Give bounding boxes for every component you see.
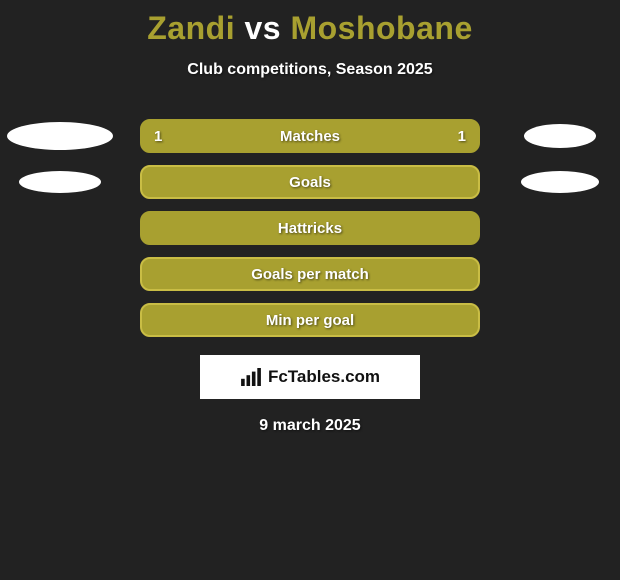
player-marker <box>524 124 596 148</box>
stat-bar: Matches1 1 <box>140 119 480 153</box>
bar-chart-icon <box>240 368 262 386</box>
player2-name: Moshobane <box>290 10 472 46</box>
stat-bar: Goals <box>140 165 480 199</box>
stat-value-left: 1 <box>154 128 162 145</box>
player1-name: Zandi <box>147 10 235 46</box>
player-marker <box>7 122 113 150</box>
brand-box[interactable]: FcTables.com <box>200 355 420 399</box>
stat-label: Min per goal <box>142 312 478 329</box>
stat-bar: Hattricks <box>140 211 480 245</box>
player-marker <box>19 171 101 193</box>
date-text: 9 march 2025 <box>0 417 620 435</box>
stat-bar: Goals per match <box>140 257 480 291</box>
stat-label: Goals per match <box>142 266 478 283</box>
stat-row: Goals per match <box>0 257 620 291</box>
comparison-chart: Matches1 1 Goals Hattricks Goals per match Mi… <box>0 119 620 337</box>
stat-label: Hattricks <box>142 220 478 237</box>
stat-label: Goals <box>142 174 478 191</box>
page-title: Zandi vs Moshobane <box>0 0 620 47</box>
stat-row: Min per goal <box>0 303 620 337</box>
stat-label: Matches <box>142 128 478 145</box>
brand-text: FcTables.com <box>268 367 380 387</box>
subtitle: Club competitions, Season 2025 <box>0 61 620 79</box>
stat-row: Hattricks <box>0 211 620 245</box>
stat-bar: Min per goal <box>140 303 480 337</box>
player-marker <box>521 171 599 193</box>
stat-value-right: 1 <box>458 128 466 145</box>
vs-text: vs <box>244 10 281 46</box>
